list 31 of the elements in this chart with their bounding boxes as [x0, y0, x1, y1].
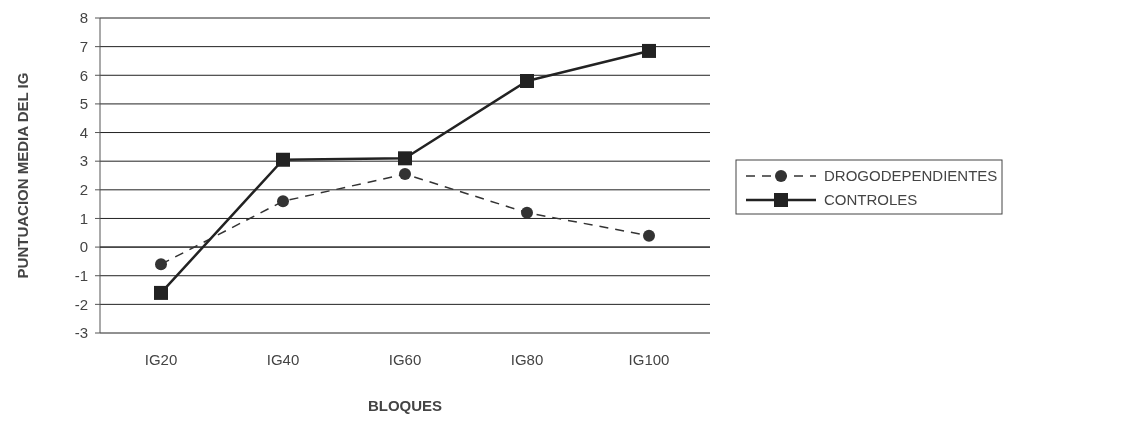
point — [520, 74, 534, 88]
y-tick-label: -2 — [74, 295, 88, 313]
x-tick-label: IG60 — [388, 351, 422, 368]
point — [398, 151, 412, 166]
point — [643, 229, 655, 242]
point — [642, 43, 656, 58]
y-tick-label: 8 — [79, 9, 88, 27]
y-tick-label: 5 — [79, 95, 88, 113]
y-tick-label: 4 — [79, 123, 88, 141]
y-tick-label: 1 — [79, 209, 88, 227]
y-axis-title: PUNTUACION MEDIA DEL IG — [14, 72, 31, 279]
legend-label: CONTROLES — [824, 191, 918, 209]
y-tick-label: 0 — [79, 238, 88, 256]
point — [399, 168, 411, 181]
x-tick-label: IG80 — [510, 351, 544, 368]
x-tick-label: IG20 — [144, 351, 178, 368]
legend-label: DROGODEPENDIENTES — [824, 167, 998, 185]
point — [277, 195, 289, 208]
y-tick-label: 2 — [79, 181, 88, 199]
point — [276, 152, 290, 167]
y-tick-label: -3 — [74, 324, 88, 342]
point — [154, 285, 168, 300]
x-axis-title: BLOQUES — [367, 397, 443, 414]
y-tick-label: 3 — [79, 152, 88, 170]
y-tick-label: 7 — [79, 37, 88, 55]
y-tick-label: 6 — [79, 66, 88, 84]
x-tick-label: IG100 — [628, 351, 670, 368]
point — [155, 258, 167, 271]
point — [521, 206, 533, 219]
x-tick-label: IG40 — [266, 351, 300, 368]
y-tick-label: -1 — [74, 266, 88, 284]
